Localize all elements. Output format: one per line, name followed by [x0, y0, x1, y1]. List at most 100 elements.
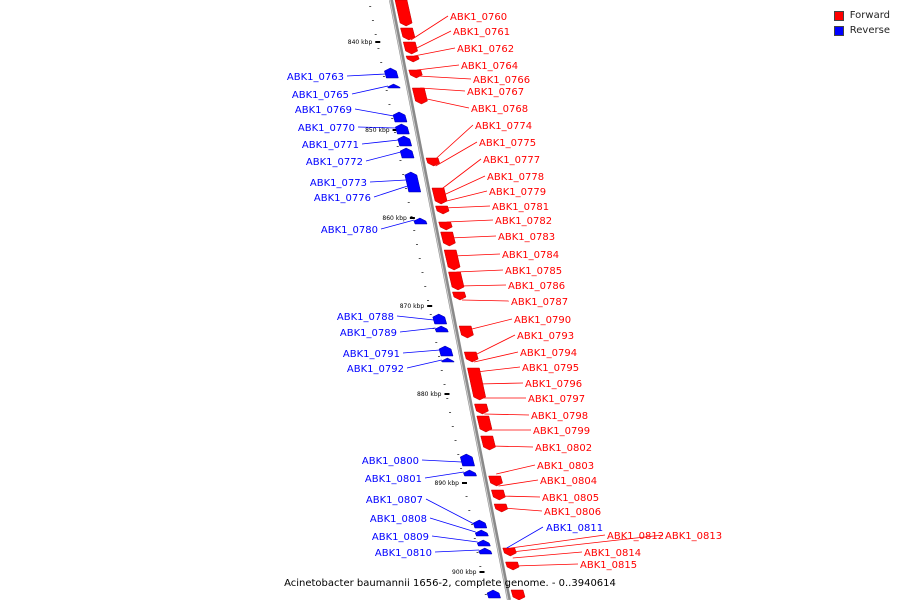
forward-gene-block[interactable] — [488, 475, 503, 487]
reverse-gene-label[interactable]: ABK1_0770 — [298, 123, 355, 134]
reverse-gene-block[interactable] — [476, 539, 491, 547]
forward-gene-label[interactable]: ABK1_0764 — [461, 61, 518, 72]
forward-gene-block[interactable] — [480, 435, 496, 451]
forward-gene-block[interactable] — [440, 231, 456, 247]
forward-gene-block[interactable] — [493, 503, 508, 513]
reverse-gene-block[interactable] — [399, 147, 415, 159]
reverse-gene-label[interactable]: ABK1_0769 — [295, 105, 352, 116]
reverse-gene-block[interactable] — [463, 469, 477, 477]
forward-gene-block[interactable] — [425, 157, 440, 167]
forward-gene-block[interactable] — [400, 27, 416, 41]
forward-gene-label[interactable]: ABK1_0804 — [540, 476, 597, 487]
forward-gene-label[interactable]: ABK1_0784 — [502, 250, 559, 261]
forward-gene-block[interactable] — [505, 561, 520, 571]
forward-gene-block[interactable] — [394, 0, 413, 27]
forward-gene-block[interactable] — [476, 415, 493, 433]
reverse-gene-label[interactable]: ABK1_0808 — [370, 514, 427, 525]
forward-gene-block[interactable] — [402, 41, 418, 55]
forward-gene-block[interactable] — [463, 351, 479, 363]
reverse-gene-block[interactable] — [434, 325, 449, 333]
forward-gene-label[interactable]: ABK1_0781 — [492, 202, 549, 213]
forward-gene-label[interactable]: ABK1_0798 — [531, 411, 588, 422]
forward-gene-label[interactable]: ABK1_0782 — [495, 216, 552, 227]
reverse-gene-label[interactable]: ABK1_0791 — [343, 349, 400, 360]
forward-gene-block[interactable] — [435, 205, 450, 215]
reverse-gene-block[interactable] — [395, 123, 410, 135]
forward-gene-block[interactable] — [467, 367, 486, 401]
forward-gene-block[interactable] — [438, 221, 453, 231]
reverse-gene-label[interactable]: ABK1_0771 — [302, 140, 359, 151]
reverse-gene-label[interactable]: ABK1_0788 — [337, 312, 394, 323]
forward-gene-block[interactable] — [443, 249, 461, 271]
forward-gene-label[interactable]: ABK1_0805 — [542, 493, 599, 504]
forward-gene-label[interactable]: ABK1_0806 — [544, 507, 601, 518]
reverse-gene-block[interactable] — [432, 313, 448, 325]
forward-gene-label[interactable]: ABK1_0799 — [533, 426, 590, 437]
forward-gene-label[interactable]: ABK1_0793 — [517, 331, 574, 342]
forward-gene-block[interactable] — [491, 489, 506, 501]
forward-gene-label[interactable]: ABK1_0785 — [505, 266, 562, 277]
forward-gene-block[interactable] — [431, 187, 448, 205]
forward-gene-block[interactable] — [510, 589, 526, 600]
forward-gene-label[interactable]: ABK1_0786 — [508, 281, 565, 292]
reverse-gene-block[interactable] — [438, 345, 454, 357]
forward-gene-block[interactable] — [452, 291, 467, 301]
forward-gene-label[interactable]: ABK1_0779 — [489, 187, 546, 198]
forward-gene-label[interactable]: ABK1_0795 — [522, 363, 579, 374]
forward-gene-label[interactable]: ABK1_0813 — [665, 531, 722, 542]
reverse-gene-block[interactable] — [474, 529, 489, 537]
reverse-gene-label[interactable]: ABK1_0810 — [375, 548, 432, 559]
forward-gene-label[interactable]: ABK1_0768 — [471, 104, 528, 115]
forward-gene-label[interactable]: ABK1_0815 — [580, 560, 637, 571]
reverse-gene-block[interactable] — [392, 111, 408, 123]
reverse-gene-block[interactable] — [397, 135, 413, 147]
reverse-gene-block[interactable] — [472, 519, 488, 529]
forward-gene-block[interactable] — [408, 69, 423, 79]
reverse-gene-label[interactable]: ABK1_0809 — [372, 532, 429, 543]
forward-gene-block[interactable] — [411, 87, 428, 105]
reverse-gene-block[interactable] — [413, 217, 428, 225]
forward-gene-label[interactable]: ABK1_0783 — [498, 232, 555, 243]
reverse-gene-label[interactable]: ABK1_0800 — [362, 456, 419, 467]
forward-gene-label[interactable]: ABK1_0774 — [475, 121, 532, 132]
forward-gene-label[interactable]: ABK1_0761 — [453, 27, 510, 38]
forward-gene-label[interactable]: ABK1_0760 — [450, 12, 507, 23]
reverse-gene-label[interactable]: ABK1_0765 — [292, 90, 349, 101]
forward-gene-label[interactable]: ABK1_0777 — [483, 155, 540, 166]
reverse-gene-label[interactable]: ABK1_0792 — [347, 364, 404, 375]
forward-gene-label[interactable]: ABK1_0794 — [520, 348, 577, 359]
forward-gene-label[interactable]: ABK1_0812 — [607, 531, 664, 542]
reverse-gene-label[interactable]: ABK1_0780 — [321, 225, 378, 236]
forward-gene-label[interactable]: ABK1_0814 — [584, 548, 641, 559]
reverse-gene-label[interactable]: ABK1_0773 — [310, 178, 367, 189]
reverse-gene-block[interactable] — [387, 83, 401, 89]
forward-gene-label[interactable]: ABK1_0775 — [479, 138, 536, 149]
forward-gene-label[interactable]: ABK1_0790 — [514, 315, 571, 326]
reverse-gene-label[interactable]: ABK1_0776 — [314, 193, 371, 204]
forward-gene-block[interactable] — [405, 55, 420, 63]
reverse-gene-block[interactable] — [459, 453, 475, 467]
forward-gene-label[interactable]: ABK1_0787 — [511, 297, 568, 308]
forward-gene-block[interactable] — [458, 325, 474, 339]
forward-gene-block[interactable] — [448, 271, 465, 291]
reverse-gene-block[interactable] — [384, 67, 399, 79]
reverse-gene-label[interactable]: ABK1_0772 — [306, 157, 363, 168]
reverse-gene-label[interactable]: ABK1_0811 — [546, 523, 603, 534]
reverse-gene-block[interactable] — [404, 171, 422, 193]
reverse-gene-label[interactable]: ABK1_0801 — [365, 474, 422, 485]
forward-gene-label[interactable]: ABK1_0762 — [457, 44, 514, 55]
forward-gene-label[interactable]: ABK1_0796 — [525, 379, 582, 390]
reverse-gene-block[interactable] — [441, 357, 455, 363]
reverse-gene-label[interactable]: ABK1_0789 — [340, 328, 397, 339]
forward-gene-label[interactable]: ABK1_0767 — [467, 87, 524, 98]
forward-gene-label[interactable]: ABK1_0802 — [535, 443, 592, 454]
forward-gene-block[interactable] — [474, 403, 489, 415]
reverse-gene-label[interactable]: ABK1_0763 — [287, 72, 344, 83]
forward-gene-label[interactable]: ABK1_0803 — [537, 461, 594, 472]
reverse-gene-label[interactable]: ABK1_0807 — [366, 495, 423, 506]
forward-gene-label[interactable]: ABK1_0778 — [487, 172, 544, 183]
forward-gene-label[interactable]: ABK1_0766 — [473, 75, 530, 86]
reverse-gene-block[interactable] — [486, 589, 501, 599]
reverse-gene-block[interactable] — [478, 547, 493, 555]
forward-gene-label[interactable]: ABK1_0797 — [528, 394, 585, 405]
